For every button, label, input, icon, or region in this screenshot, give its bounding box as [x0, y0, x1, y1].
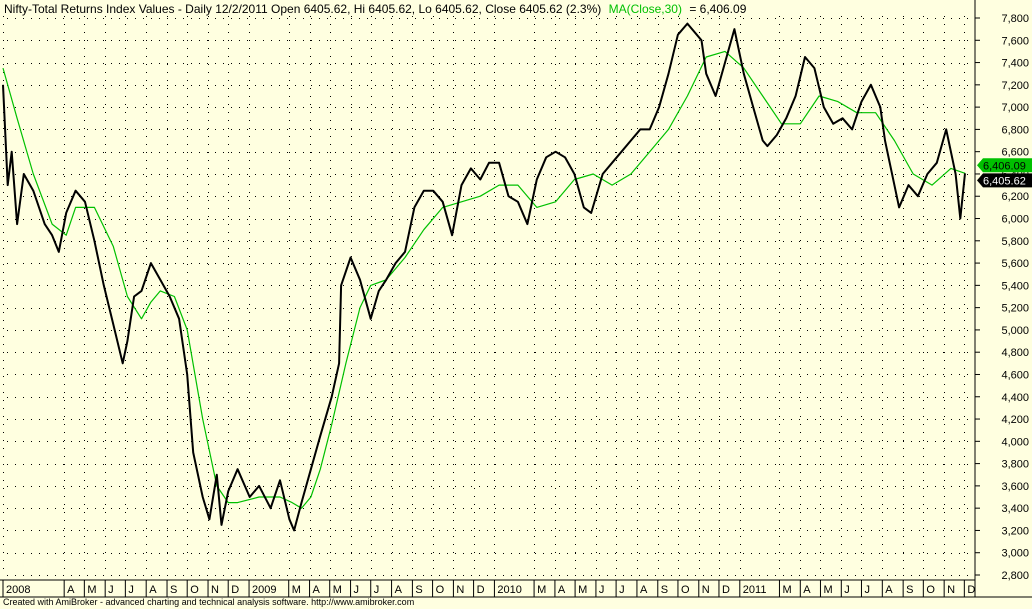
y-tick-label: 3,600 — [1001, 481, 1029, 493]
x-tick-label: J — [354, 584, 360, 596]
x-tick-label: D — [477, 584, 485, 596]
y-tick-label: 3,400 — [1001, 503, 1029, 515]
y-tick-label: 5,000 — [1001, 325, 1029, 337]
x-tick-label: S — [906, 584, 913, 596]
y-tick-label: 6,200 — [1001, 191, 1029, 203]
y-tick-label: 3,000 — [1001, 548, 1029, 560]
y-tick-label: 4,400 — [1001, 392, 1029, 404]
x-tick-label: M — [578, 584, 587, 596]
y-tick-label: 4,600 — [1001, 369, 1029, 381]
y-tick-label: 7,200 — [1001, 80, 1029, 92]
x-tick-label: M — [292, 584, 301, 596]
y-tick-label: 7,600 — [1001, 35, 1029, 47]
close-value-badge: 6,405.62 — [977, 173, 1032, 188]
y-tick-label: 6,600 — [1001, 147, 1029, 159]
x-tick-label: A — [640, 584, 648, 596]
y-tick-label: 4,200 — [1001, 414, 1029, 426]
x-tick-label: D — [722, 584, 730, 596]
title-prefix: Nifty-Total Returns Index Values - Daily… — [4, 2, 601, 16]
x-tick-label: A — [67, 584, 75, 596]
x-tick-label: J — [619, 584, 625, 596]
x-tick-label: O — [436, 584, 445, 596]
x-tick-label: A — [313, 584, 321, 596]
x-tick-label: J — [374, 584, 380, 596]
ma-value-badge-text: 6,406.09 — [983, 160, 1026, 172]
x-tick-label: J — [128, 584, 134, 596]
x-tick-label: 2009 — [252, 584, 276, 596]
x-tick-label: O — [681, 584, 690, 596]
y-tick-label: 2,800 — [1001, 570, 1029, 582]
x-tick-label: M — [333, 584, 342, 596]
x-axis: 2008 A M J J A S O N D 2009 M A M J J A S O N D 2010 M A M J J A S O N… — [0, 579, 1032, 598]
value-badges: 6,406.09 6,405.62 — [977, 158, 1032, 188]
x-tick-label: N — [947, 584, 955, 596]
x-tick-label: M — [537, 584, 546, 596]
y-tick-label: 4,000 — [1001, 436, 1029, 448]
x-tick-label: O — [926, 584, 935, 596]
y-tick-label: 5,800 — [1001, 236, 1029, 248]
y-tick-label: 6,800 — [1001, 124, 1029, 136]
ma-value-badge-shape — [977, 158, 1032, 173]
y-tick-label: 3,200 — [1001, 525, 1029, 537]
chart-title: Nifty-Total Returns Index Values - Daily… — [4, 2, 747, 16]
y-tick-label: 4,800 — [1001, 347, 1029, 359]
y-tick-label: 3,800 — [1001, 459, 1029, 471]
y-tick-label: 7,800 — [1001, 13, 1029, 25]
x-tick-label: J — [844, 584, 850, 596]
close-value-badge-text: 6,405.62 — [983, 175, 1026, 187]
y-tick-label: 7,000 — [1001, 102, 1029, 114]
x-tick-label: 2008 — [6, 584, 30, 596]
y-tick-label: 7,400 — [1001, 58, 1029, 70]
series-group — [2, 22, 966, 532]
ma-value-text: = 6,406.09 — [689, 2, 746, 16]
x-tick-label: A — [803, 584, 811, 596]
x-tick-label: J — [864, 584, 870, 596]
y-tick-label: 5,200 — [1001, 303, 1029, 315]
x-tick-label: J — [599, 584, 605, 596]
x-tick-label: M — [87, 584, 96, 596]
ma-value-badge: 6,406.09 — [977, 158, 1032, 173]
x-tick-label: S — [661, 584, 668, 596]
ma-label: MA(Close,30) — [609, 2, 682, 16]
x-tick-label: A — [885, 584, 893, 596]
y-tick-label: 6,000 — [1001, 214, 1029, 226]
x-tick-label: N — [456, 584, 464, 596]
footer-credit: Created with AmiBroker - advanced charti… — [3, 597, 414, 607]
x-tick-label: N — [702, 584, 710, 596]
x-tick-label: S — [170, 584, 177, 596]
x-tick-label: N — [211, 584, 219, 596]
x-tick-label: O — [190, 584, 199, 596]
y-tick-label: 5,400 — [1001, 280, 1029, 292]
close-value-badge-shape — [977, 173, 1032, 188]
x-tick-label: D — [967, 584, 975, 596]
x-tick-label: A — [558, 584, 566, 596]
y-tick-label: 5,600 — [1001, 258, 1029, 270]
x-tick-label: M — [782, 584, 791, 596]
y-axis: 2,800 3,000 3,200 3,400 3,600 3,800 4,000 4,200… — [974, 0, 1029, 597]
x-tick-label: 2010 — [497, 584, 521, 596]
x-tick-label: 2011 — [743, 584, 767, 596]
series-line-ma — [2, 50, 966, 509]
x-tick-label: M — [823, 584, 832, 596]
x-tick-label: J — [108, 584, 114, 596]
x-tick-label: S — [415, 584, 422, 596]
series-line-close — [2, 22, 966, 532]
x-tick-label: A — [395, 584, 403, 596]
x-tick-label: A — [149, 584, 157, 596]
x-tick-label: D — [231, 584, 239, 596]
